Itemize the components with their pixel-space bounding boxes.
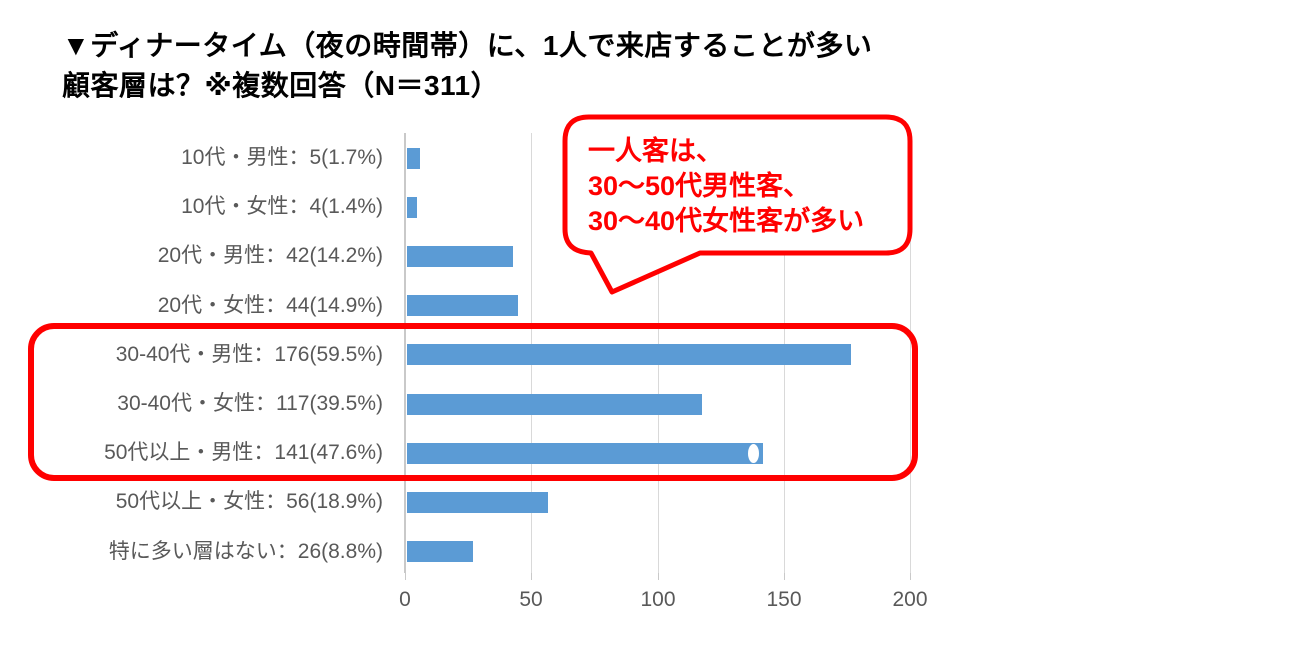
category-label-50代以上・女性: 50代以上・女性：56(18.9%) bbox=[115, 490, 383, 513]
category-label-50代以上・男性: 50代以上・男性：141(47.6%) bbox=[104, 441, 383, 464]
bar-10代・男性 bbox=[407, 148, 420, 169]
x-tick-label-150: 150 bbox=[766, 588, 802, 611]
callout-text-line1: 一人客は、 bbox=[588, 136, 723, 166]
callout-text-line2: 30〜50代男性客、 bbox=[588, 171, 811, 201]
bar-end-notch bbox=[748, 444, 759, 463]
x-tick-label-100: 100 bbox=[640, 588, 676, 611]
x-tick-label-200: 200 bbox=[892, 588, 928, 611]
callout-bubble-shape bbox=[562, 114, 913, 295]
category-label-30-40代・女性: 30-40代・女性：117(39.5%) bbox=[117, 392, 383, 415]
tick-mark-x-200 bbox=[910, 573, 911, 580]
category-label-10代・男性: 10代・男性：5(1.7%) bbox=[181, 146, 383, 169]
category-label-20代・女性: 20代・女性：44(14.9%) bbox=[157, 294, 383, 317]
bar-特に多い層はない bbox=[407, 541, 473, 562]
bar-30-40代・男性 bbox=[407, 344, 851, 365]
chart-title-line2: 顧客層は？※複数回答（N＝311） bbox=[62, 70, 500, 101]
category-labels: 10代・男性：5(1.7%) 10代・女性：4(1.4%) 20代・男性：42(14… bbox=[0, 133, 393, 573]
gridline-x-200 bbox=[910, 133, 911, 573]
x-tick-label-50: 50 bbox=[519, 588, 543, 611]
y-axis-line bbox=[404, 133, 406, 573]
highlight-box bbox=[28, 323, 918, 481]
bar-10代・女性 bbox=[407, 197, 417, 218]
tick-mark-x-150 bbox=[784, 573, 785, 580]
bar-50代以上・女性 bbox=[407, 492, 548, 513]
category-label-10代・女性: 10代・女性：4(1.4%) bbox=[181, 195, 383, 218]
plot-area bbox=[404, 133, 915, 580]
chart-title-line1: ▼ディナータイム（夜の時間帯）に、1人で来店することが多い bbox=[62, 30, 873, 61]
callout-bubble bbox=[562, 114, 913, 295]
tick-mark-x-100 bbox=[658, 573, 659, 580]
callout-text-line3: 30〜40代女性客が多い bbox=[588, 206, 865, 236]
category-label-30-40代・男性: 30-40代・男性：176(59.5%) bbox=[115, 343, 383, 366]
tick-mark-x-50 bbox=[531, 573, 532, 580]
category-label-特に多い層はない: 特に多い層はない：26(8.8%) bbox=[108, 540, 383, 563]
x-tick-label-0: 0 bbox=[399, 588, 411, 611]
chart-title: ▼ディナータイム（夜の時間帯）に、1人で来店することが多い 顧客層は？※複数回答… bbox=[62, 26, 872, 106]
bar-20代・男性 bbox=[407, 246, 513, 267]
callout-text: 一人客は、 30〜50代男性客、 30〜40代女性客が多い bbox=[588, 134, 864, 239]
category-label-20代・男性: 20代・男性：42(14.2%) bbox=[157, 244, 383, 267]
bar-50代以上・男性 bbox=[407, 443, 763, 464]
tick-mark-x-0 bbox=[405, 573, 406, 580]
bar-30-40代・女性 bbox=[407, 394, 702, 415]
bar-20代・女性 bbox=[407, 295, 518, 316]
